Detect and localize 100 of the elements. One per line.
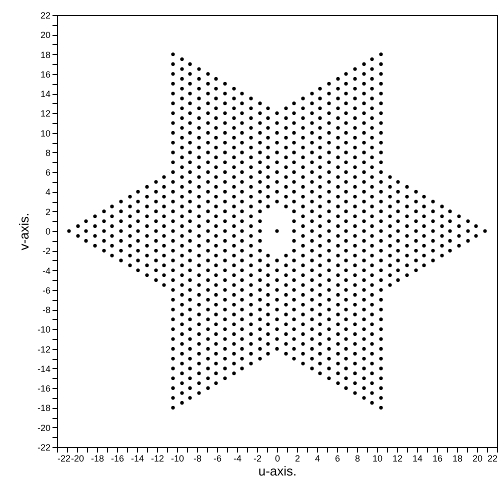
point: [379, 219, 383, 223]
point: [258, 268, 262, 272]
point: [240, 190, 244, 194]
point: [258, 170, 262, 174]
point: [457, 234, 461, 238]
point: [275, 200, 279, 204]
point: [370, 57, 374, 61]
point: [266, 312, 270, 316]
point: [310, 327, 314, 331]
point: [214, 293, 218, 297]
point: [145, 244, 149, 248]
point: [214, 342, 218, 346]
point: [232, 372, 236, 376]
point: [414, 219, 418, 223]
point: [232, 116, 236, 120]
point: [336, 332, 340, 336]
point: [327, 278, 331, 282]
point: [266, 146, 270, 150]
point: [188, 190, 192, 194]
point: [344, 386, 348, 390]
point: [414, 190, 418, 194]
point: [318, 165, 322, 169]
point: [188, 62, 192, 66]
point: [379, 52, 383, 56]
point: [206, 327, 210, 331]
point: [362, 219, 366, 223]
point: [362, 288, 366, 292]
point: [197, 302, 201, 306]
point: [206, 219, 210, 223]
point: [214, 332, 218, 336]
point: [318, 312, 322, 316]
point: [214, 234, 218, 238]
point: [232, 214, 236, 218]
point: [197, 185, 201, 189]
point: [206, 92, 210, 96]
point: [370, 372, 374, 376]
point: [396, 239, 400, 243]
point: [362, 337, 366, 341]
point: [249, 302, 253, 306]
point: [197, 77, 201, 81]
point: [119, 258, 123, 262]
point: [249, 322, 253, 326]
point: [327, 258, 331, 262]
point: [301, 126, 305, 130]
point: [379, 160, 383, 164]
point: [266, 332, 270, 336]
point: [370, 165, 374, 169]
point: [414, 210, 418, 214]
point: [197, 96, 201, 100]
point: [197, 244, 201, 248]
point: [223, 121, 227, 125]
point: [232, 244, 236, 248]
point: [232, 322, 236, 326]
point: [327, 318, 331, 322]
point: [214, 372, 218, 376]
point: [336, 234, 340, 238]
point: [310, 150, 314, 154]
point: [232, 96, 236, 100]
point: [206, 111, 210, 115]
point: [353, 224, 357, 228]
point: [249, 96, 253, 100]
point: [84, 239, 88, 243]
point: [327, 210, 331, 214]
point: [370, 342, 374, 346]
point: [431, 248, 435, 252]
point: [362, 131, 366, 135]
point: [284, 136, 288, 140]
point: [240, 288, 244, 292]
point: [362, 121, 366, 125]
point: [188, 258, 192, 262]
point: [310, 160, 314, 164]
point: [171, 150, 175, 154]
point: [266, 156, 270, 160]
point: [206, 82, 210, 86]
point: [145, 185, 149, 189]
point: [275, 131, 279, 135]
point: [240, 150, 244, 154]
point: [379, 327, 383, 331]
point: [318, 185, 322, 189]
point: [197, 126, 201, 130]
point: [379, 318, 383, 322]
point: [240, 347, 244, 351]
point: [180, 106, 184, 110]
point: [240, 102, 244, 106]
point: [275, 229, 279, 233]
point: [353, 234, 357, 238]
point: [310, 190, 314, 194]
point: [292, 356, 296, 360]
x-tick-label: 22: [487, 454, 498, 464]
point: [84, 229, 88, 233]
point: [171, 278, 175, 282]
point: [162, 214, 166, 218]
point: [379, 396, 383, 400]
point: [388, 204, 392, 208]
point: [110, 224, 114, 228]
point: [370, 116, 374, 120]
point: [318, 302, 322, 306]
point: [145, 264, 149, 268]
point: [292, 160, 296, 164]
point: [249, 234, 253, 238]
